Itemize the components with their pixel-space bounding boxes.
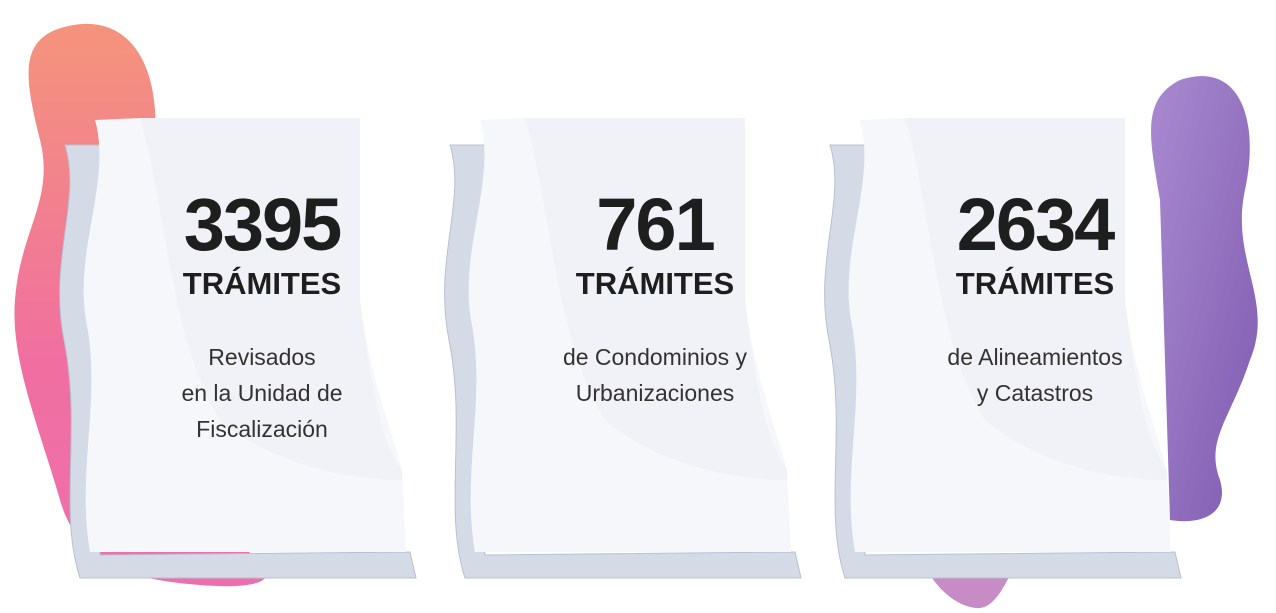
card-unit: TRÁMITES — [956, 266, 1114, 301]
card-description: en la Unidad de — [181, 380, 342, 406]
card-number: 3395 — [184, 183, 341, 266]
card-unit: TRÁMITES — [183, 266, 341, 301]
card-number: 761 — [596, 183, 714, 266]
card-description: de Condominios y — [563, 344, 748, 370]
card-number: 2634 — [957, 183, 1115, 266]
card-description: Revisados — [208, 344, 315, 370]
blob-bottom — [930, 575, 1010, 608]
card-description: y Catastros — [977, 380, 1093, 406]
card-description: de Alineamientos — [947, 344, 1122, 370]
blob-right — [1151, 76, 1258, 521]
card-description: Fiscalización — [196, 416, 328, 442]
card-description: Urbanizaciones — [576, 380, 735, 406]
card-unit: TRÁMITES — [576, 266, 734, 301]
infographic: 3395 TRÁMITES Revisados en la Unidad de … — [0, 0, 1276, 613]
